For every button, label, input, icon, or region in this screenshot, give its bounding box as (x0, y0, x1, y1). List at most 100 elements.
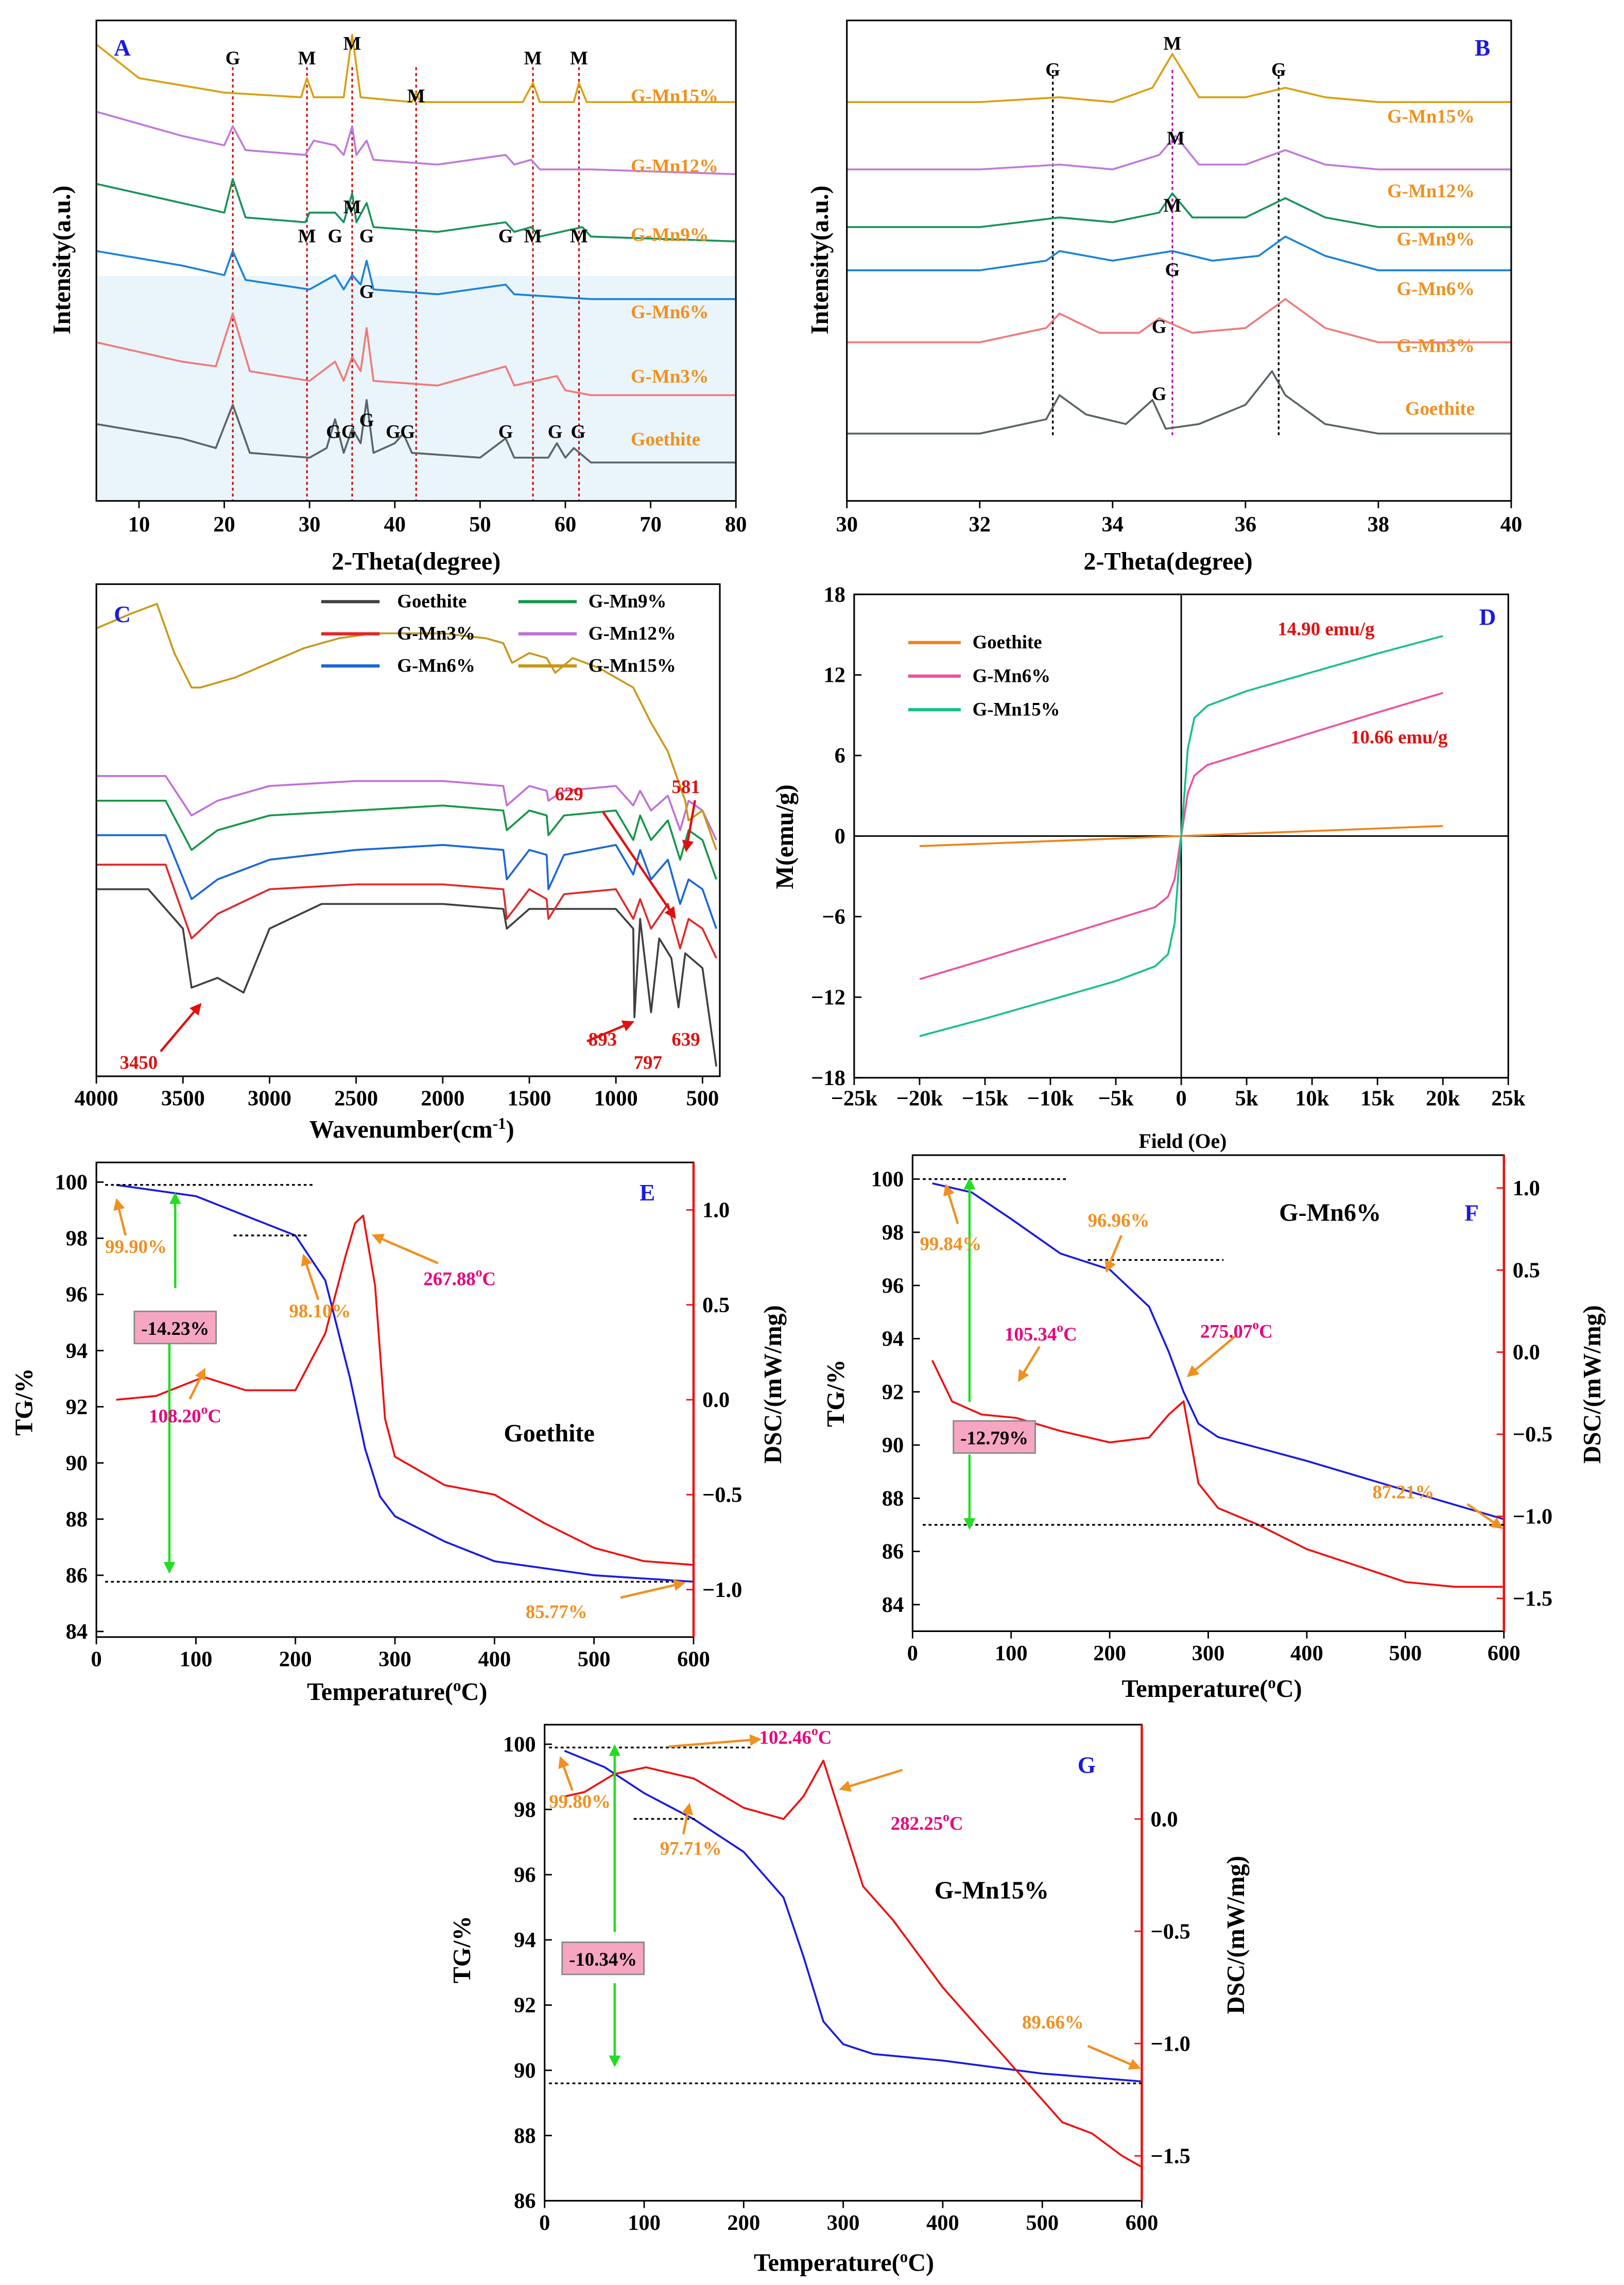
panel-a-peak-label-11: M (524, 226, 542, 247)
panel-a-guide-lines (232, 67, 580, 501)
panel-f-arrow-87 (1466, 1503, 1503, 1529)
panel-f-x-axis-title-deg: o (1268, 1674, 1276, 1692)
panel-b-series-label-0: Goethite (1405, 398, 1475, 419)
panel-e-x-axis-title-deg: o (453, 1677, 461, 1695)
panel-f-ytick-label-6: 96 (882, 1274, 904, 1298)
panel-b-x-axis-title: 2-Theta(degree) (1083, 548, 1252, 575)
panel-b-series-3 (846, 192, 1511, 228)
panel-e-arrow-98 (301, 1253, 320, 1300)
panel-c-series-3 (96, 799, 717, 880)
panel-f-ann-0: 99.84% (920, 1233, 981, 1254)
panel-a-peak-label-9: G (359, 226, 374, 247)
panel-e-ann-3-value: 108.20 (149, 1405, 201, 1427)
panel-c-x-axis-title-text: Wavenumber(cm (309, 1116, 493, 1143)
panel-d-ytick-label-5: 12 (823, 663, 845, 688)
panel-b-peak-label-0: G (1045, 59, 1060, 80)
panel-e-annotations: 99.90%98.10%-14.23%108.20oC267.88oC85.77… (105, 1184, 686, 1622)
panel-c-annotation-5: 581 (671, 776, 700, 797)
panel-f-y2tick-label-1: −1.0 (1513, 1505, 1552, 1529)
panel-d-legend-label-1: G-Mn6% (973, 665, 1051, 686)
panel-e-label: E (640, 1180, 655, 1206)
panel-b-peak-label-4: M (1164, 195, 1182, 216)
panel-e-ann-4-value: 267.88 (423, 1268, 475, 1289)
panel-c-xtick-label-1: 3500 (161, 1087, 205, 1111)
panel-d-legend: Goethite G-Mn6% G-Mn15% (908, 631, 1060, 719)
panel-e-arrow-99 (113, 1198, 127, 1236)
panel-g-ytick-label-6: 98 (514, 1798, 536, 1822)
panel-f-ann-2-deg: o (1057, 1320, 1063, 1335)
panel-a-peak-label-6: M (298, 226, 316, 247)
panel-a-peak-label-3: M (407, 85, 425, 106)
panel-f-ann-3: 275.07oC (1200, 1317, 1273, 1342)
panel-a-peak-label-19: G (498, 421, 513, 442)
panel-c-xtick-label-0: 4000 (75, 1087, 118, 1111)
panel-d-legend-label-0: Goethite (973, 631, 1042, 652)
panel-g-ann-0-value: 102.46 (759, 1727, 811, 1748)
panel-a-peak-label-14: G (326, 421, 341, 442)
panel-b-peak-labels: G M G M M G G G (1045, 32, 1286, 404)
panel-a-peak-label-20: G (548, 421, 563, 442)
panel-b-xtick-label-2: 34 (1102, 512, 1124, 537)
panel-c-xtick-label-6: 1000 (594, 1087, 638, 1111)
panel-e-arrow-85 (620, 1579, 686, 1599)
panel-g-xtick-label-0: 0 (539, 2211, 550, 2235)
panel-d-xtick-label-0: −25k (831, 1087, 878, 1111)
panel-f-y2tick-label-3: 0.0 (1513, 1341, 1540, 1365)
panel-f-xtick-label-5: 500 (1389, 1641, 1422, 1665)
panel-f-arrow-99 (943, 1183, 959, 1224)
panel-g-y2tick-label-3: 0.0 (1151, 1807, 1178, 1831)
panel-e-ytick-label-8: 100 (55, 1171, 88, 1195)
panel-e-ann-4-deg: o (476, 1264, 482, 1279)
panel-a-peak-label-16: G (359, 409, 374, 431)
panel-e-ann-2: -14.23% (141, 1318, 209, 1339)
panel-f-xtick-label-4: 400 (1290, 1641, 1323, 1665)
panel-b-y-axis-title: Intensity(a.u.) (806, 185, 834, 334)
panel-c-xtick-label-2: 3000 (248, 1087, 291, 1111)
panel-b-peak-label-2: G (1271, 59, 1286, 80)
panel-d-ticks: −25k −20k −15k −10k −5k 0 5k 10k 15k 20k 25k −18 −12… (811, 582, 1526, 1110)
panel-d-xtick-label-2: −15k (962, 1087, 1009, 1111)
panel-f-x-axis-title-close: C) (1276, 1675, 1302, 1703)
panel-g-ann-5: 89.66% (1022, 2012, 1084, 2033)
panel-f-y-axis-title: TG/% (822, 1360, 850, 1427)
panel-b-xtick-label-4: 38 (1368, 512, 1390, 537)
panel-g-y2tick-label-2: −0.5 (1151, 1919, 1190, 1944)
panel-g-ytick-label-2: 90 (514, 2058, 536, 2083)
panel-g-ytick-label-0: 86 (514, 2189, 536, 2213)
panel-g-arrow-99 (558, 1756, 574, 1791)
panel-g-tg-curve (564, 1750, 1142, 2083)
panel-d-series-2 (919, 635, 1443, 1037)
panel-f-ann-5: 87.21% (1373, 1481, 1435, 1502)
panel-e-xtick-label-1: 100 (180, 1647, 213, 1672)
panel-d-ytick-label-2: −6 (822, 905, 845, 929)
panel-b-peak-label-5: G (1165, 259, 1180, 280)
panel-f-ticks: 0 100 200 300 400 500 600 84 86 88 90 92 94 96 98 100 −1… (871, 1155, 1552, 1665)
panel-b-guide-lines (1051, 70, 1280, 438)
panel-d-vsm: −25k −20k −15k −10k −5k 0 5k 10k 15k 20k 25k −18 −12… (771, 582, 1526, 1153)
panel-c-frame (95, 583, 721, 1077)
panel-c-x-axis-title: Wavenumber(cm-1) (309, 1114, 514, 1143)
panel-f-ann-4: -12.79% (960, 1428, 1028, 1449)
figure-content: 10 20 30 40 50 60 70 80 A 2-Theta(degree) Inten… (10, 20, 1606, 2277)
panel-g-ann-2-value: 282.25 (891, 1813, 943, 1834)
panel-d-y-axis-title: M(emu/g) (771, 784, 799, 889)
panel-a-frame (95, 20, 737, 502)
panel-f-arrow-96 (1104, 1235, 1122, 1273)
panel-c-series-5 (96, 603, 717, 850)
panel-a-xtick-label-7: 80 (725, 512, 747, 537)
panel-b-xrd-zoom: 30 32 34 36 38 40 B 2-Theta(degree) Intensity… (806, 20, 1522, 575)
panel-f-ann-1: 96.96% (1088, 1210, 1150, 1231)
panel-d-xtick-label-8: 15k (1360, 1087, 1395, 1111)
panel-b-label: B (1475, 35, 1490, 61)
panel-b-peak-label-3: M (1167, 128, 1185, 149)
panel-b-series-label-2: G-Mn6% (1397, 278, 1475, 299)
panel-e-arrow-267 (371, 1233, 439, 1264)
panel-f-ann-1-value: 96.96% (1088, 1210, 1150, 1231)
panel-g-ytick-label-1: 88 (514, 2124, 536, 2148)
panel-d-xtick-label-1: −20k (896, 1087, 943, 1111)
panel-e-ann-1-value: 98.10% (289, 1300, 351, 1321)
panel-g-ann-2-unit: C (949, 1813, 963, 1834)
panel-b-peak-label-1: M (1164, 32, 1182, 54)
panel-a-traces (96, 33, 736, 463)
panel-c-annotation-0: 3450 (120, 1052, 158, 1073)
